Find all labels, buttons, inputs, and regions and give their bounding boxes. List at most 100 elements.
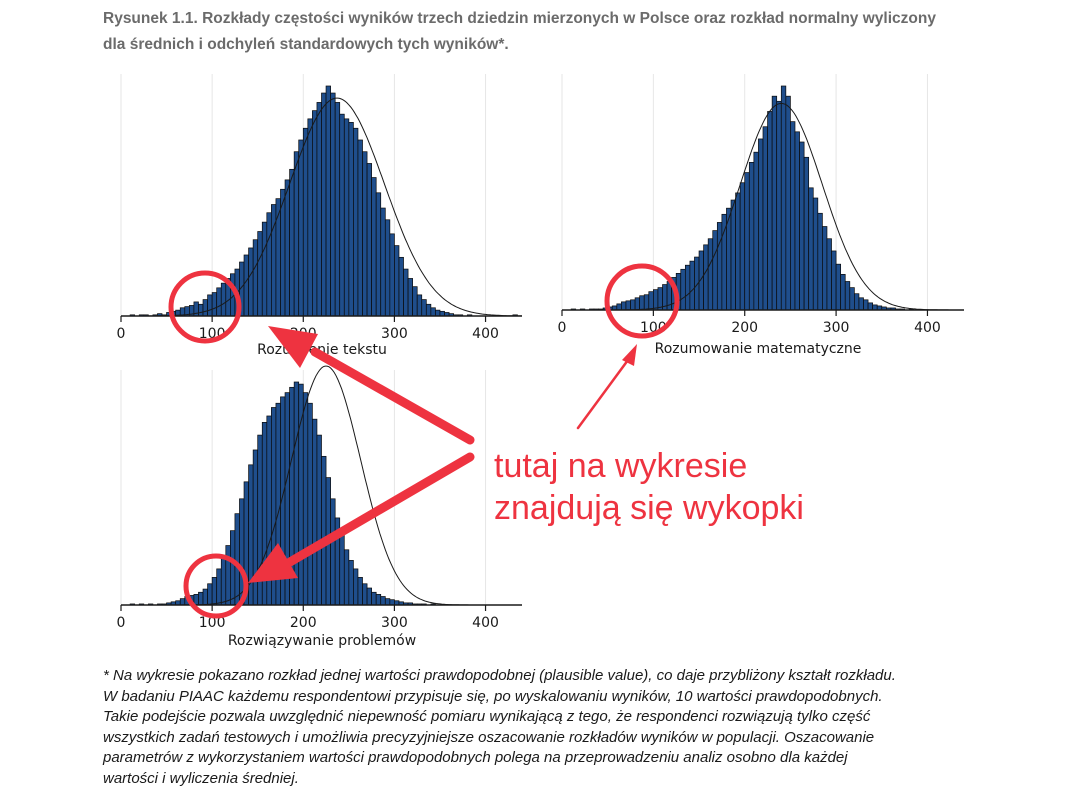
footnote-line-1: * Na wykresie pokazano rozkład jednej wa… [103, 667, 896, 684]
histogram-bar [762, 126, 768, 311]
histogram-bar [625, 300, 631, 311]
histogram-bar [298, 383, 304, 606]
histogram-bar [357, 577, 363, 606]
x-tick-label: 400 [914, 320, 941, 336]
histogram-bar [776, 100, 782, 311]
histogram-bar [425, 303, 432, 317]
histogram-bar [630, 299, 636, 311]
histogram-bar [225, 545, 231, 606]
x-tick-label: 300 [381, 615, 408, 631]
histogram-bar [325, 85, 331, 317]
histogram-bar [312, 418, 318, 606]
histogram-bar [334, 102, 341, 317]
histogram-bar [202, 299, 208, 317]
histogram-bar [739, 182, 746, 311]
histogram-bar [854, 293, 860, 311]
arrow-3-shaft [576, 358, 630, 430]
chart-rozwiazywanie-problemow: 0 100 200 300 400 Rozwiązywanie problemów [117, 365, 522, 649]
histogram-bar [803, 156, 810, 311]
x-tick-label: 200 [290, 615, 317, 631]
histogram-bar [198, 591, 204, 606]
histogram-bar [416, 294, 423, 317]
histogram-bar [312, 110, 318, 317]
chart-rozumienie-tekstu: 0100200300400Rozumienie tekstu [117, 74, 522, 358]
histogram-bar [730, 199, 736, 311]
histogram-bar [767, 111, 773, 311]
highlight-circle-3 [183, 553, 249, 619]
histogram-bar [707, 238, 714, 311]
annotation-line-2: znajdują się wykopki [494, 489, 804, 527]
normal-curve [121, 97, 522, 317]
histogram-bar [211, 292, 218, 317]
figure: 0100200300400Rozumienie tekstu 010020030… [117, 74, 964, 649]
histogram-bar [621, 301, 627, 311]
x-tick-label: 0 [117, 615, 126, 631]
arrow-3-head [622, 344, 637, 366]
histogram-bar [403, 268, 409, 317]
histogram-bar [316, 102, 322, 317]
histogram-bar [684, 264, 691, 311]
histogram-bar [198, 303, 204, 317]
arrow-2-head [248, 543, 298, 583]
histogram-bar [330, 498, 336, 606]
histogram-bar [243, 254, 249, 317]
x-tick-label: 300 [823, 320, 850, 336]
histogram-bar [307, 118, 313, 317]
highlight-circle-1 [168, 270, 242, 344]
x-tick-label: 0 [558, 320, 567, 336]
histogram-bar [371, 591, 377, 606]
histogram-bar [703, 244, 709, 311]
histogram-bar [634, 297, 641, 311]
histogram-bar [430, 307, 436, 317]
histogram-bar [785, 95, 791, 311]
histogram-bar [371, 177, 377, 317]
histogram-bar [744, 172, 750, 311]
x-tick-label: 300 [381, 326, 408, 342]
histogram-bar [362, 151, 368, 317]
histogram-bar [771, 95, 778, 311]
histogram-bar [712, 230, 718, 311]
histogram-bar [822, 226, 828, 311]
x-tick-label: 200 [731, 320, 758, 336]
histogram-bar [639, 295, 645, 311]
annotation-line-1: tutaj na wykresie [494, 447, 747, 485]
histogram-bar [230, 530, 236, 606]
histogram-bar [302, 392, 309, 606]
histogram-bar [353, 568, 359, 606]
histogram-bar [808, 187, 814, 311]
histogram-bar [872, 304, 878, 311]
x-axis-label: Rozwiązywanie problemów [228, 633, 416, 649]
x-axis-label: Rozumowanie matematyczne [655, 341, 862, 357]
histogram-bar [616, 303, 622, 311]
histogram-bar [389, 599, 395, 606]
histogram-bar [835, 263, 842, 311]
histogram-bar [220, 282, 227, 317]
histogram-bar [316, 434, 322, 606]
histogram-bar [330, 92, 336, 317]
histogram-bar [826, 238, 832, 311]
histogram-bar [689, 260, 695, 311]
histogram-bar [421, 299, 427, 317]
histogram-bar [721, 213, 727, 311]
caption-line-1: Rysunek 1.1. Rozkłady częstości wyników … [103, 10, 936, 27]
histogram-bar [735, 192, 741, 311]
highlight-circle-2 [604, 263, 680, 339]
histogram-bar [794, 131, 800, 311]
histogram-bar [384, 598, 391, 606]
caption-line-2: dla średnich i odchyleń standardowych ty… [103, 36, 509, 53]
histogram-bar [216, 287, 222, 317]
histogram-bar [407, 278, 413, 317]
arrow-1-head [268, 326, 318, 368]
x-tick-label: 0 [117, 326, 126, 342]
histogram-bar [343, 549, 350, 606]
arrow-2-shaft [285, 452, 475, 567]
histogram-bar [812, 197, 819, 311]
histogram-bar [257, 231, 263, 317]
histogram-bar [343, 118, 350, 317]
footnote-line-2: W badaniu PIAAC każdemu respondentowi pr… [103, 687, 883, 705]
footnote-line-6: wartości i wyliczenia średniej. [103, 769, 299, 787]
histogram-bar [298, 139, 304, 317]
histogram-bar [863, 299, 869, 311]
histogram-bar [398, 256, 404, 317]
footnote-line-4: wszystkich zadań testowych i umożliwia p… [103, 728, 875, 746]
